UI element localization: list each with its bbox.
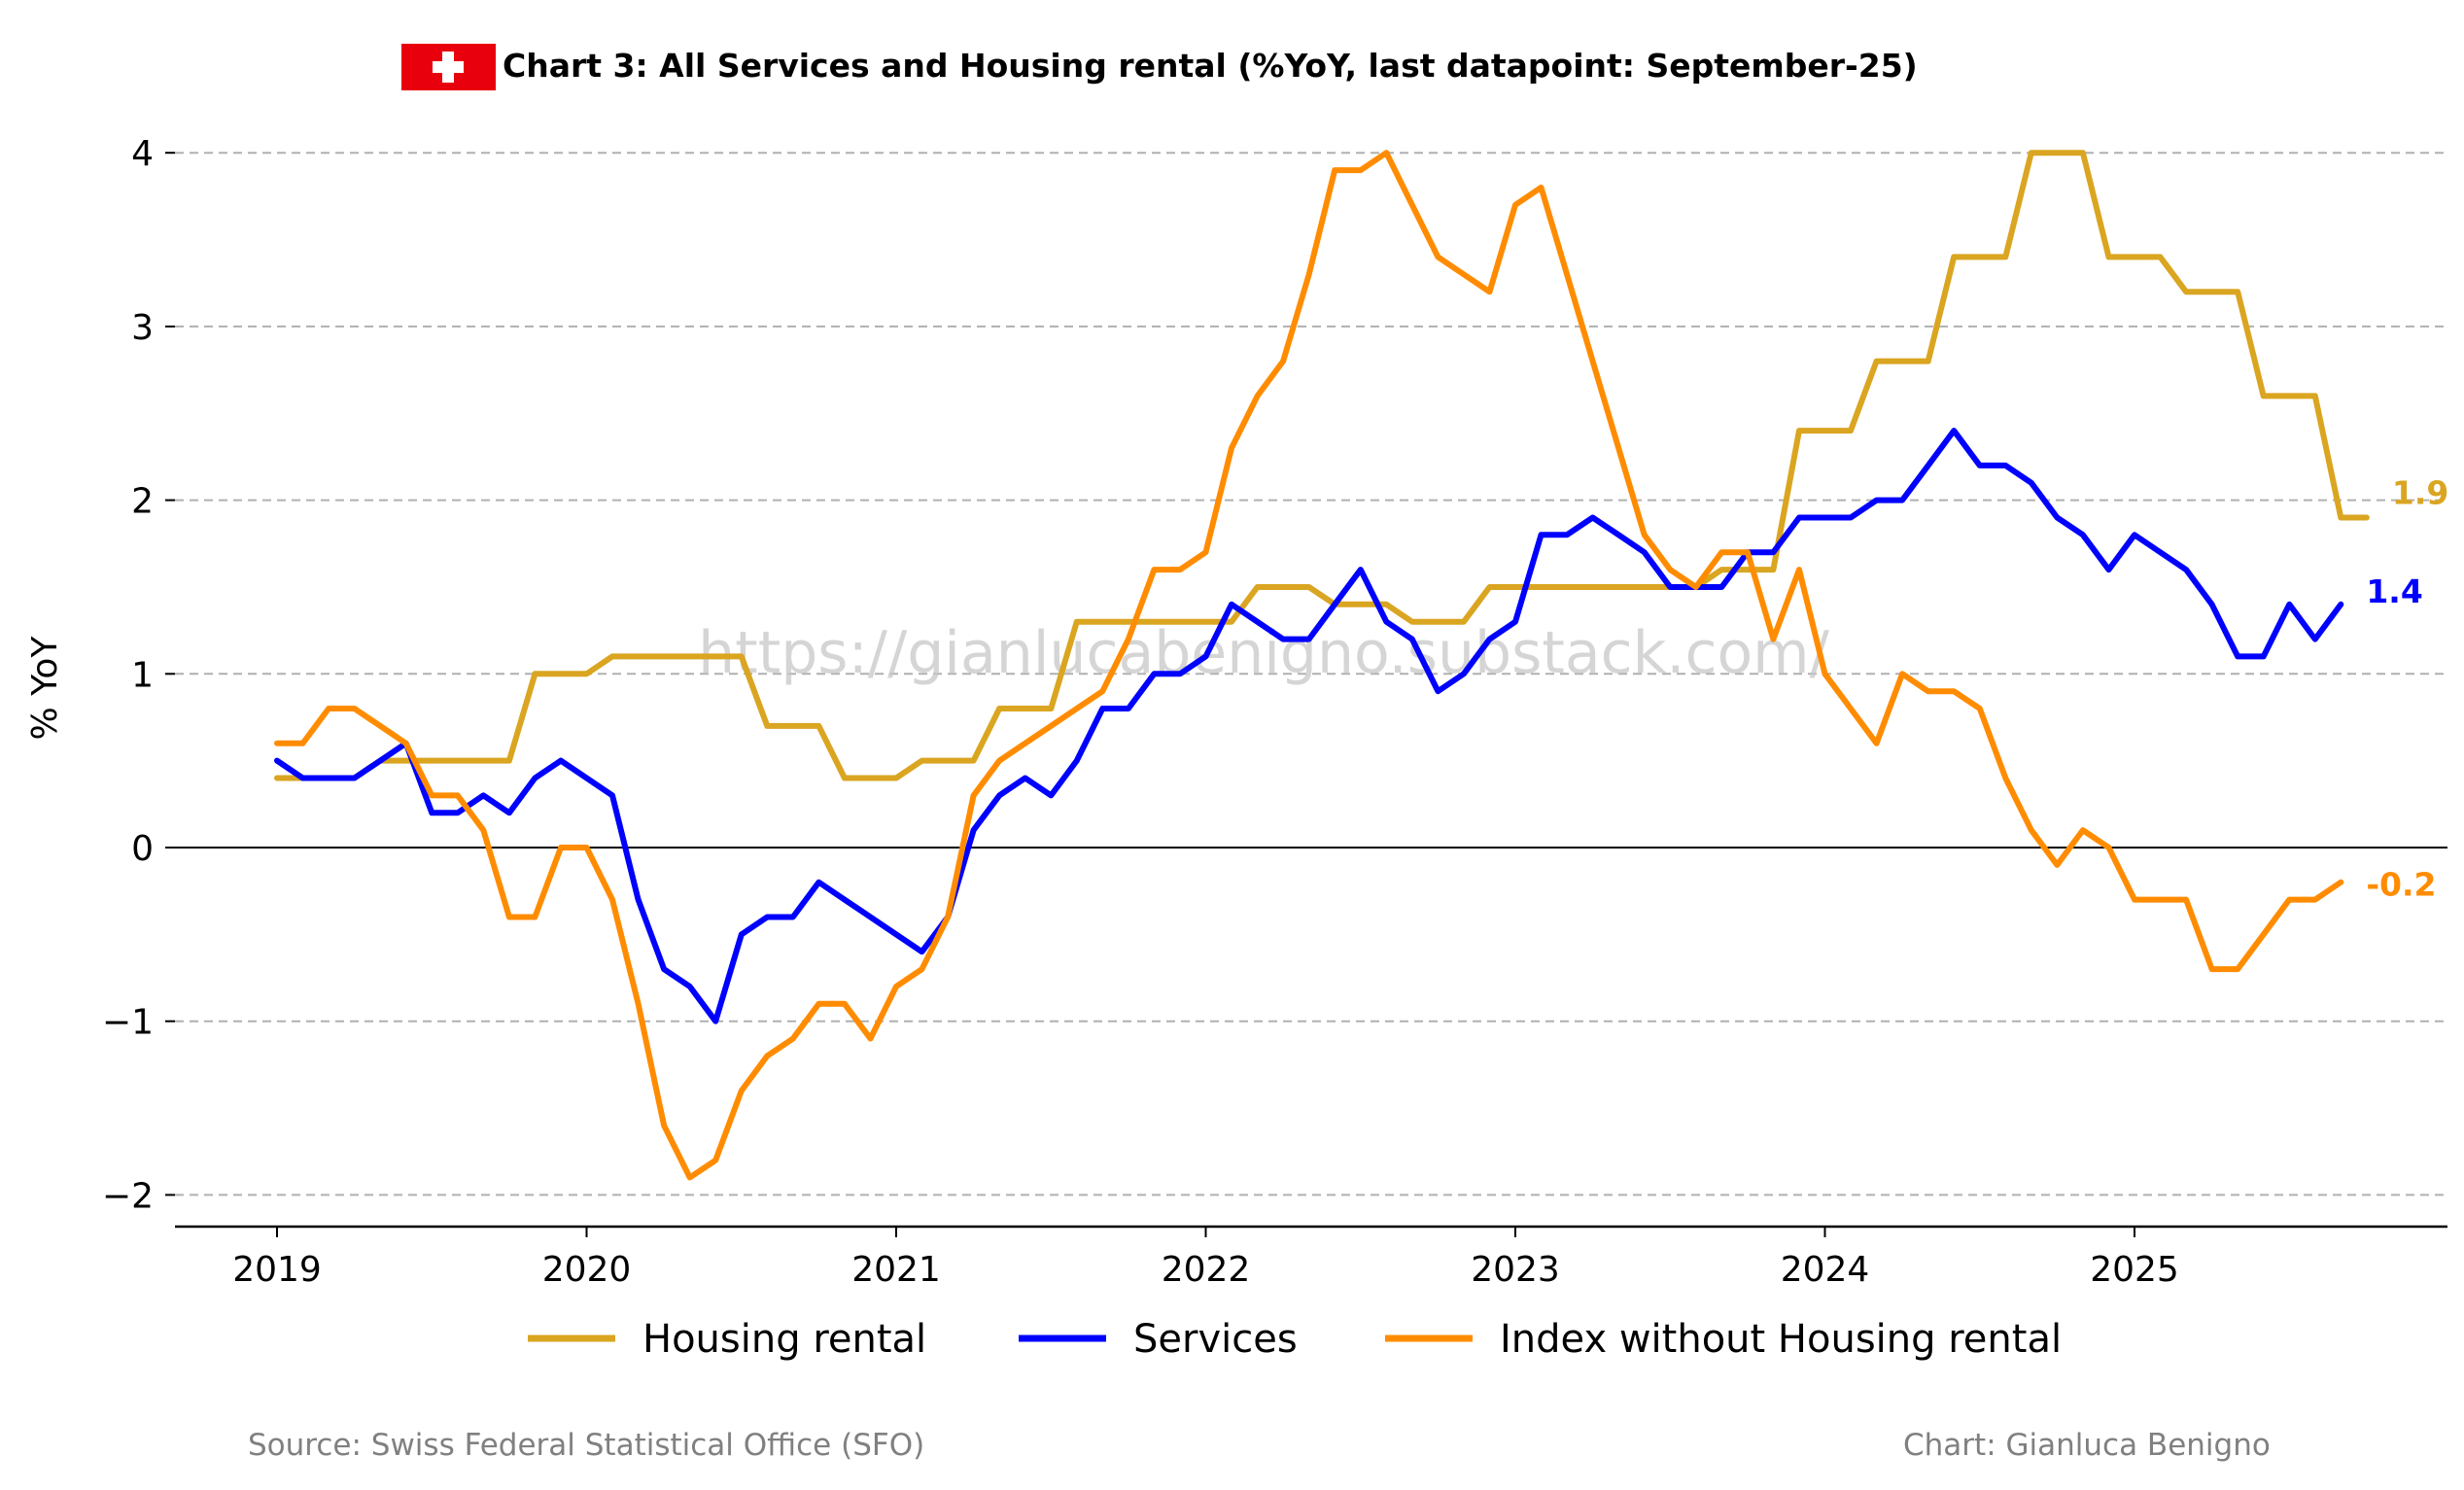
legend-item: Index without Housing rental [1385,1317,2062,1362]
y-tick-label: −2 [102,1176,154,1216]
y-tick-label: 3 [131,308,154,348]
x-tick-label: 2019 [232,1250,322,1290]
legend: Housing rental Services Index without Hous… [528,1317,2062,1362]
x-tick-label: 2020 [542,1250,632,1290]
x-tick-label: 2025 [2090,1250,2179,1290]
y-tick-label: 0 [131,829,154,869]
chart-credit: Chart: Gianluca Benigno [1903,1428,2271,1463]
legend-label: Index without Housing rental [1500,1317,2062,1362]
y-tick-label: 2 [131,482,154,522]
chart-title: Chart 3: All Services and Housing rental… [503,47,1918,85]
series-line [274,428,2344,1024]
y-axis-label: % YoY [25,636,65,741]
series-end-label: 1.9 [2392,473,2448,511]
series-lines [274,150,2370,1181]
legend-label: Services [1133,1317,1298,1362]
legend-item: Services [1019,1317,1298,1362]
y-tick-label: 1 [131,655,154,695]
legend-item: Housing rental [528,1317,926,1362]
source-note: Source: Swiss Federal Statistical Office… [248,1428,924,1463]
y-axis-ticks: 4 3 2 1 0 −1 −2 [102,134,175,1216]
series-line [274,150,2344,1181]
x-tick-label: 2023 [1471,1250,1560,1290]
x-tick-label: 2022 [1162,1250,1251,1290]
watermark: https://gianlucabenigno.substack.com/ [698,619,1829,687]
series-line [274,150,2370,781]
legend-label: Housing rental [642,1317,926,1362]
y-tick-label: 4 [131,134,154,174]
x-tick-label: 2021 [851,1250,941,1290]
swiss-flag-icon [401,44,496,90]
x-tick-label: 2024 [1781,1250,1870,1290]
y-tick-label: −1 [102,1003,154,1043]
chart-title-group: Chart 3: All Services and Housing rental… [401,44,1918,90]
x-axis-ticks: 2019 2020 2021 2022 2023 2024 2025 [232,1227,2179,1290]
series-end-label: 1.4 [2366,572,2422,610]
end-labels: 1.9 1.4 -0.2 [2366,473,2448,903]
series-end-label: -0.2 [2366,866,2436,904]
